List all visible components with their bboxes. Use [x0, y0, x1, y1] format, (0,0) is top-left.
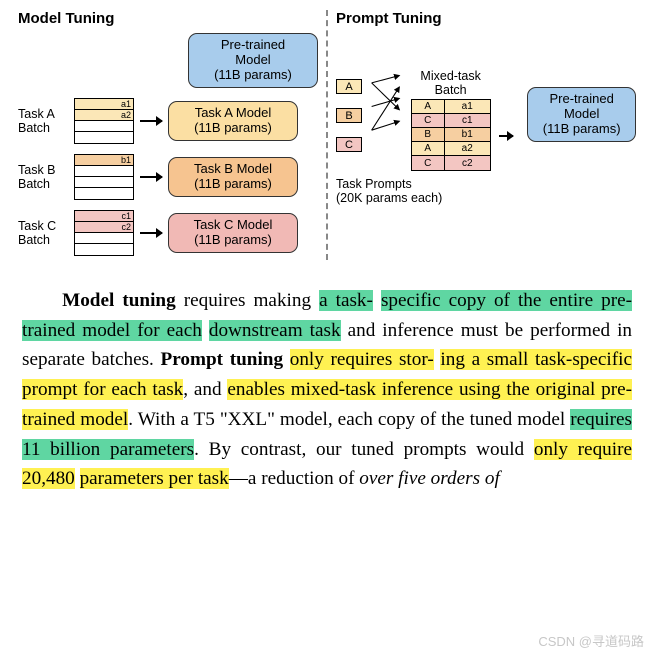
mixed-row: Cc1	[412, 114, 490, 128]
mixed-batch-label: Mixed-task Batch	[420, 69, 480, 97]
prompt-tuning-panel: Prompt Tuning ABC Mixed-task Batch Aa1Cc…	[336, 10, 636, 266]
mixed-row: Cc2	[412, 156, 490, 170]
mixed-cell: A	[412, 142, 445, 156]
arrow-icon	[140, 226, 162, 240]
figure: Model Tuning Pre-trained Model (11B para…	[0, 0, 654, 274]
task-model-box: Task B Model (11B params)	[168, 157, 298, 197]
task-prompts: ABC	[336, 79, 362, 152]
task-row: Task C Batchc1c2Task C Model (11B params…	[18, 210, 318, 256]
divider	[326, 10, 328, 260]
batch-cell	[75, 132, 133, 143]
task-model-box: Task C Model (11B params)	[168, 213, 298, 253]
highlight: enables mixed-task inference using the o…	[227, 379, 632, 400]
batch-label: Task C Batch	[18, 219, 68, 247]
batch-box: b1	[74, 154, 134, 200]
mixed-cell: a2	[445, 142, 490, 156]
batch-cell: c2	[75, 222, 133, 233]
mixed-cell: C	[412, 156, 445, 170]
text: —a reduction of	[229, 468, 360, 489]
task-model-box: Task A Model (11B params)	[168, 101, 298, 141]
prompt-cell: A	[336, 79, 362, 94]
text: . By contrast, our tuned prompts would	[194, 439, 534, 460]
mixed-cell: C	[412, 114, 445, 128]
mixed-cell: B	[412, 128, 445, 142]
batch-cell	[75, 188, 133, 199]
task-row: Task B Batch b1 Task B Model (11B params)	[18, 154, 318, 200]
batch-cell: a1	[75, 99, 133, 110]
batch-box: a1a2	[74, 98, 134, 144]
model-tuning-title: Model Tuning	[18, 10, 318, 27]
arrow-icon	[140, 170, 162, 184]
model-tuning-panel: Model Tuning Pre-trained Model (11B para…	[18, 10, 318, 266]
prompt-tuning-title: Prompt Tuning	[336, 10, 636, 27]
mixed-batch-table: Aa1Cc1Bb1Aa2Cc2	[411, 99, 491, 171]
batch-cell	[75, 166, 133, 177]
mixed-cell: b1	[445, 128, 490, 142]
batch-label: Task B Batch	[18, 163, 68, 191]
arrow-icon	[140, 114, 162, 128]
prompt-cell: B	[336, 108, 362, 123]
highlight: trained model	[22, 409, 128, 430]
batch-cell	[75, 244, 133, 255]
text: , and	[183, 379, 227, 400]
batch-cell	[75, 177, 133, 188]
batch-cell	[75, 121, 133, 132]
text: over five orders of	[359, 468, 500, 489]
highlight: parameters per task	[80, 468, 229, 489]
highlight: a task-	[319, 290, 373, 311]
mixed-cell: c1	[445, 114, 490, 128]
text: Model tuning	[62, 290, 176, 311]
prompt-cell: C	[336, 137, 362, 152]
highlight: downstream task	[209, 320, 341, 341]
mixed-row: Bb1	[412, 128, 490, 142]
text: requires making	[176, 290, 319, 311]
batch-cell: a2	[75, 110, 133, 121]
batch-cell: b1	[75, 155, 133, 166]
mixed-cell: c2	[445, 156, 490, 170]
mixed-cell: A	[412, 100, 445, 114]
watermark: CSDN @寻道码路	[538, 631, 644, 650]
task-prompts-caption: Task Prompts (20K params each)	[336, 177, 636, 205]
pretrained-model-box: Pre-trained Model (11B params)	[527, 87, 636, 142]
caption-paragraph: Model tuning requires making a task- spe…	[0, 274, 654, 494]
model-tuning-rows: Task A Batcha1a2Task A Model (11B params…	[18, 98, 318, 266]
batch-label: Task A Batch	[18, 107, 68, 135]
task-row: Task A Batcha1a2Task A Model (11B params…	[18, 98, 318, 144]
pretrained-model-box: Pre-trained Model (11B params)	[188, 33, 318, 88]
text: . With a T5 "XXL" model, each copy of th…	[128, 409, 570, 430]
batch-box: c1c2	[74, 210, 134, 256]
text	[283, 349, 290, 370]
highlight: only requires stor-	[290, 349, 434, 370]
text: Prompt tuning	[161, 349, 284, 370]
mixed-cell: a1	[445, 100, 490, 114]
batch-cell	[75, 233, 133, 244]
mixed-row: Aa1	[412, 100, 490, 114]
fan-arrows-icon	[370, 69, 403, 159]
batch-cell: c1	[75, 211, 133, 222]
arrow-icon	[499, 129, 514, 143]
mixed-row: Aa2	[412, 142, 490, 156]
